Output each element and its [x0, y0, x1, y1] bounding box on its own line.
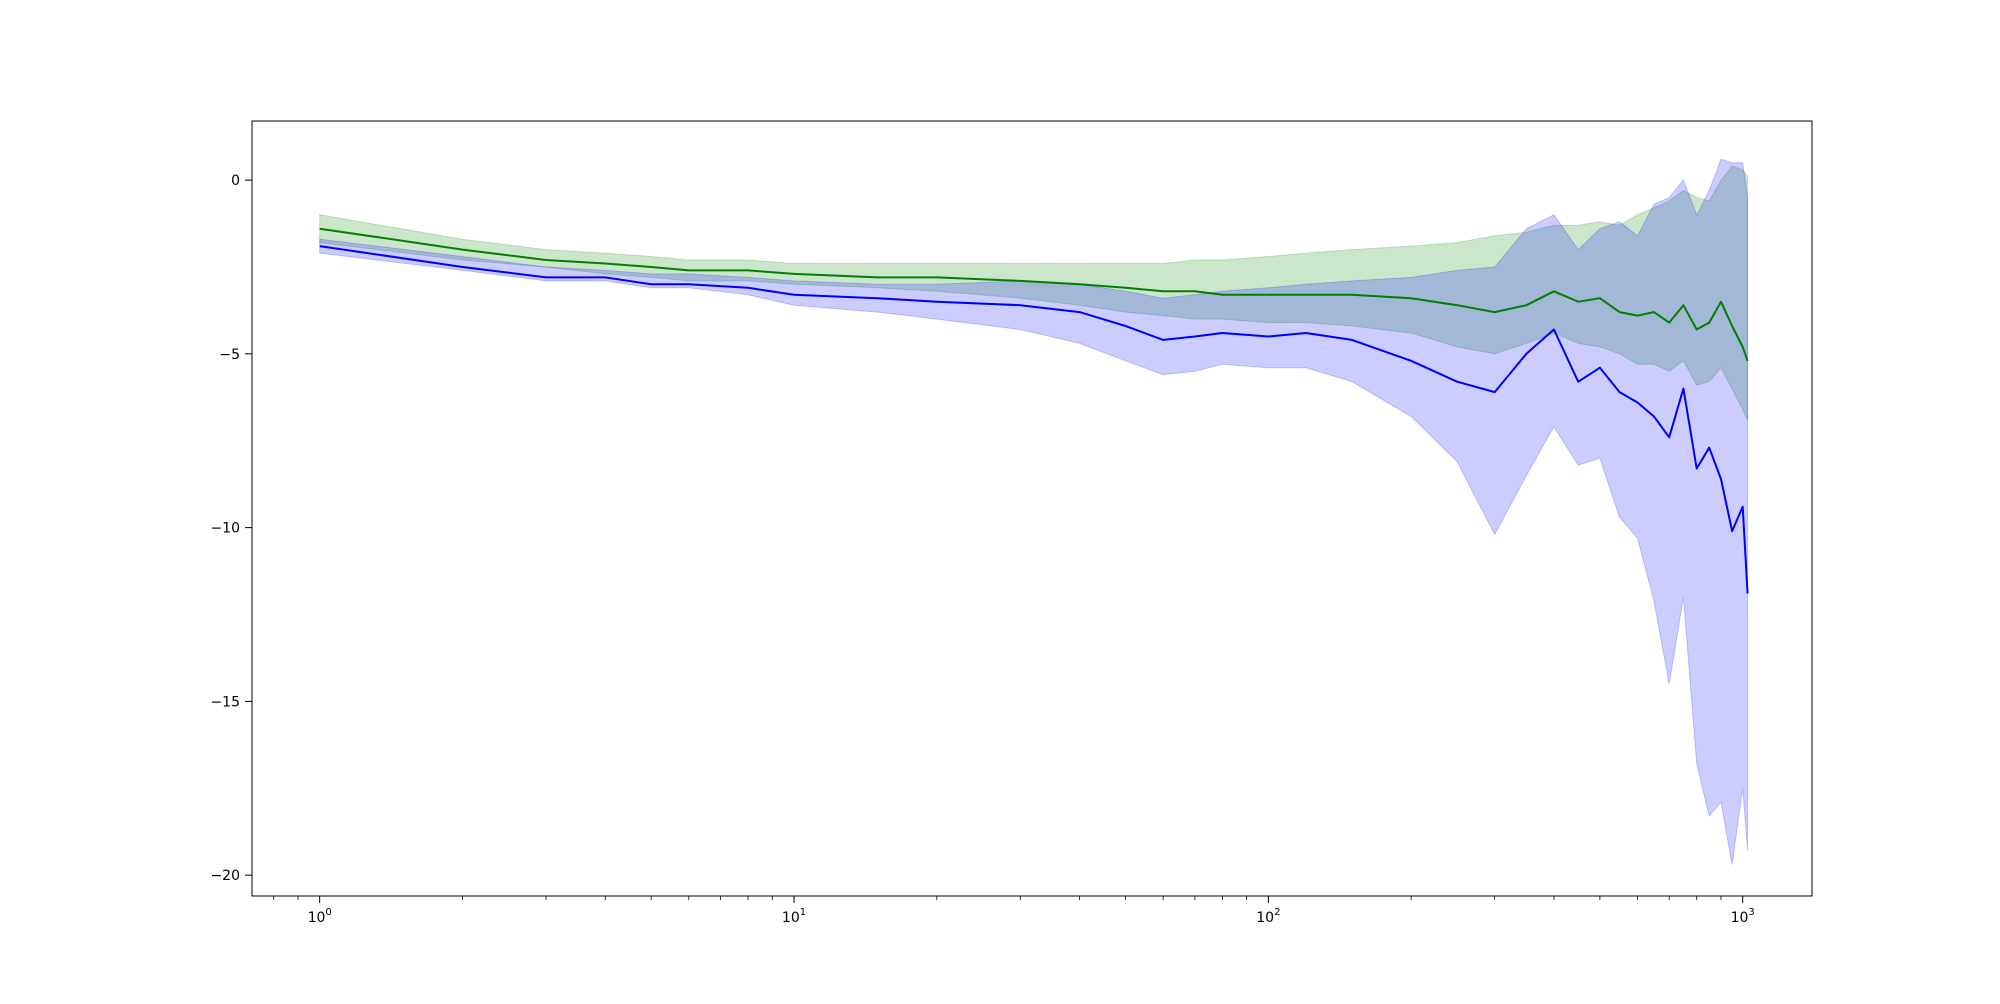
series-0-band	[319, 165, 1749, 421]
x-tick-exponent-1: 1	[800, 907, 806, 918]
y-tick-label-3: −15	[210, 694, 240, 710]
series-0-line	[319, 227, 1749, 362]
y-tick-label-0: 0	[231, 173, 240, 189]
plot-frame	[251, 120, 1813, 897]
y-tick-label-4: −20	[210, 868, 240, 884]
y-tick-label-2: −10	[210, 521, 240, 537]
confidence-bands	[319, 158, 1749, 865]
x-tick-exponent-3: 3	[1748, 907, 1754, 918]
series-1-line	[319, 245, 1749, 594]
y-tick-label-1: −5	[219, 347, 240, 363]
series-1-band	[319, 158, 1749, 865]
x-tick-exponent-0: 0	[325, 907, 331, 918]
series-lines	[319, 227, 1749, 594]
x-tick-exponent-2: 2	[1274, 907, 1280, 918]
